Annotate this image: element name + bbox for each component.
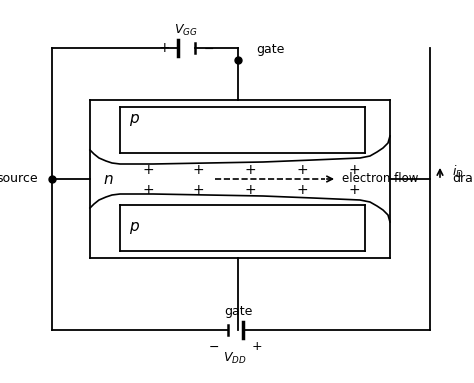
Text: drain: drain <box>452 172 474 185</box>
Text: $p$: $p$ <box>129 112 140 128</box>
Text: source: source <box>0 172 38 185</box>
Text: +: + <box>296 163 308 177</box>
Text: +: + <box>296 183 308 197</box>
Text: electron flow: electron flow <box>342 172 418 185</box>
Text: +: + <box>252 339 262 352</box>
Text: +: + <box>348 163 360 177</box>
Text: +: + <box>158 41 170 55</box>
Text: gate: gate <box>256 44 284 57</box>
Text: +: + <box>348 183 360 197</box>
Text: gate: gate <box>224 306 252 319</box>
Text: $n$: $n$ <box>103 172 113 188</box>
Text: +: + <box>192 163 204 177</box>
Text: +: + <box>142 183 154 197</box>
Text: +: + <box>244 183 256 197</box>
Text: $-$: $-$ <box>203 41 215 54</box>
Text: $-$: $-$ <box>209 339 219 352</box>
Text: $V_{GG}$: $V_{GG}$ <box>174 23 198 38</box>
Text: $i_D$: $i_D$ <box>452 164 464 180</box>
Text: $V_{DD}$: $V_{DD}$ <box>223 350 247 365</box>
Text: +: + <box>192 183 204 197</box>
Text: +: + <box>244 163 256 177</box>
Text: +: + <box>142 163 154 177</box>
Text: $p$: $p$ <box>129 220 140 236</box>
